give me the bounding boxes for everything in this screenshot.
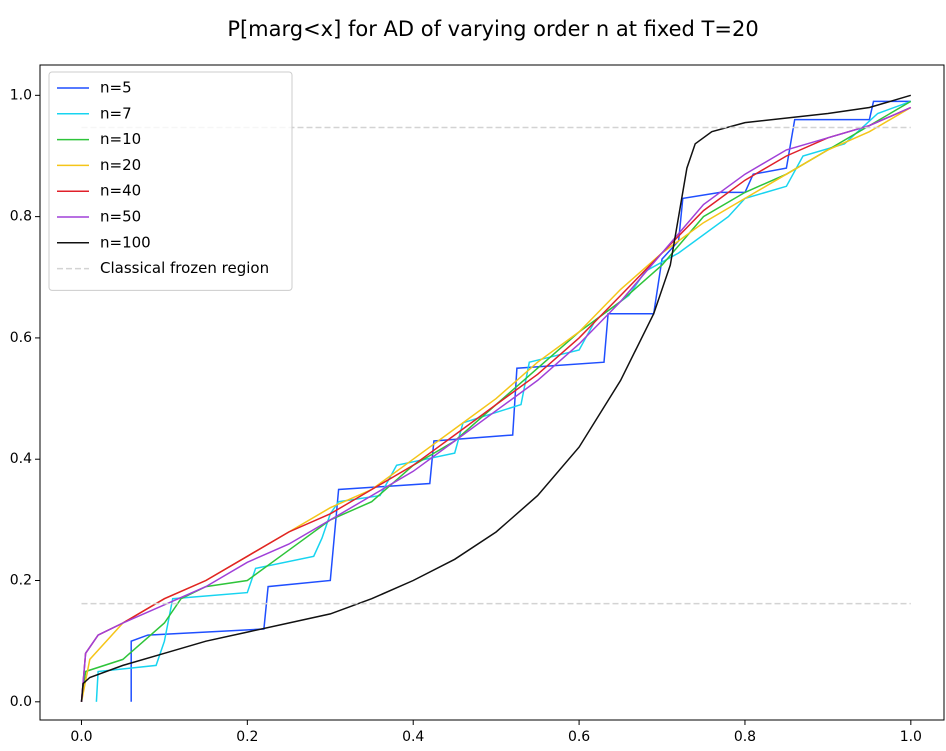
legend-label: n=7 (100, 104, 132, 122)
legend-box (48, 71, 293, 291)
y-tick-label: 1.0 (10, 87, 32, 103)
legend-label: n=50 (100, 208, 141, 226)
legend-label: n=100 (100, 233, 151, 251)
plot-frame (39, 64, 945, 721)
legend-label: n=20 (100, 156, 141, 174)
x-tick-label: 0.6 (568, 729, 590, 745)
y-tick-label: 0.2 (10, 573, 32, 589)
chart-title: P[marg<x] for AD of varying order n at f… (227, 17, 758, 41)
legend-label: n=10 (100, 130, 141, 148)
y-tick-label: 0.0 (10, 694, 32, 710)
x-tick-label: 1.0 (900, 729, 922, 745)
y-tick-label: 0.8 (10, 209, 32, 225)
x-tick-label: 0.2 (236, 729, 258, 745)
series-line (80, 106, 912, 702)
x-tick-label: 0.0 (70, 729, 92, 745)
legend-label: n=40 (100, 182, 141, 200)
series-line (80, 106, 912, 702)
legend-label: n=5 (100, 79, 132, 97)
y-tick-label: 0.6 (10, 330, 32, 346)
x-tick-label: 0.4 (402, 729, 424, 745)
series-line (80, 94, 912, 702)
x-tick-label: 0.8 (734, 729, 756, 745)
legend-label: Classical frozen region (100, 259, 269, 277)
y-tick-label: 0.4 (10, 451, 32, 467)
